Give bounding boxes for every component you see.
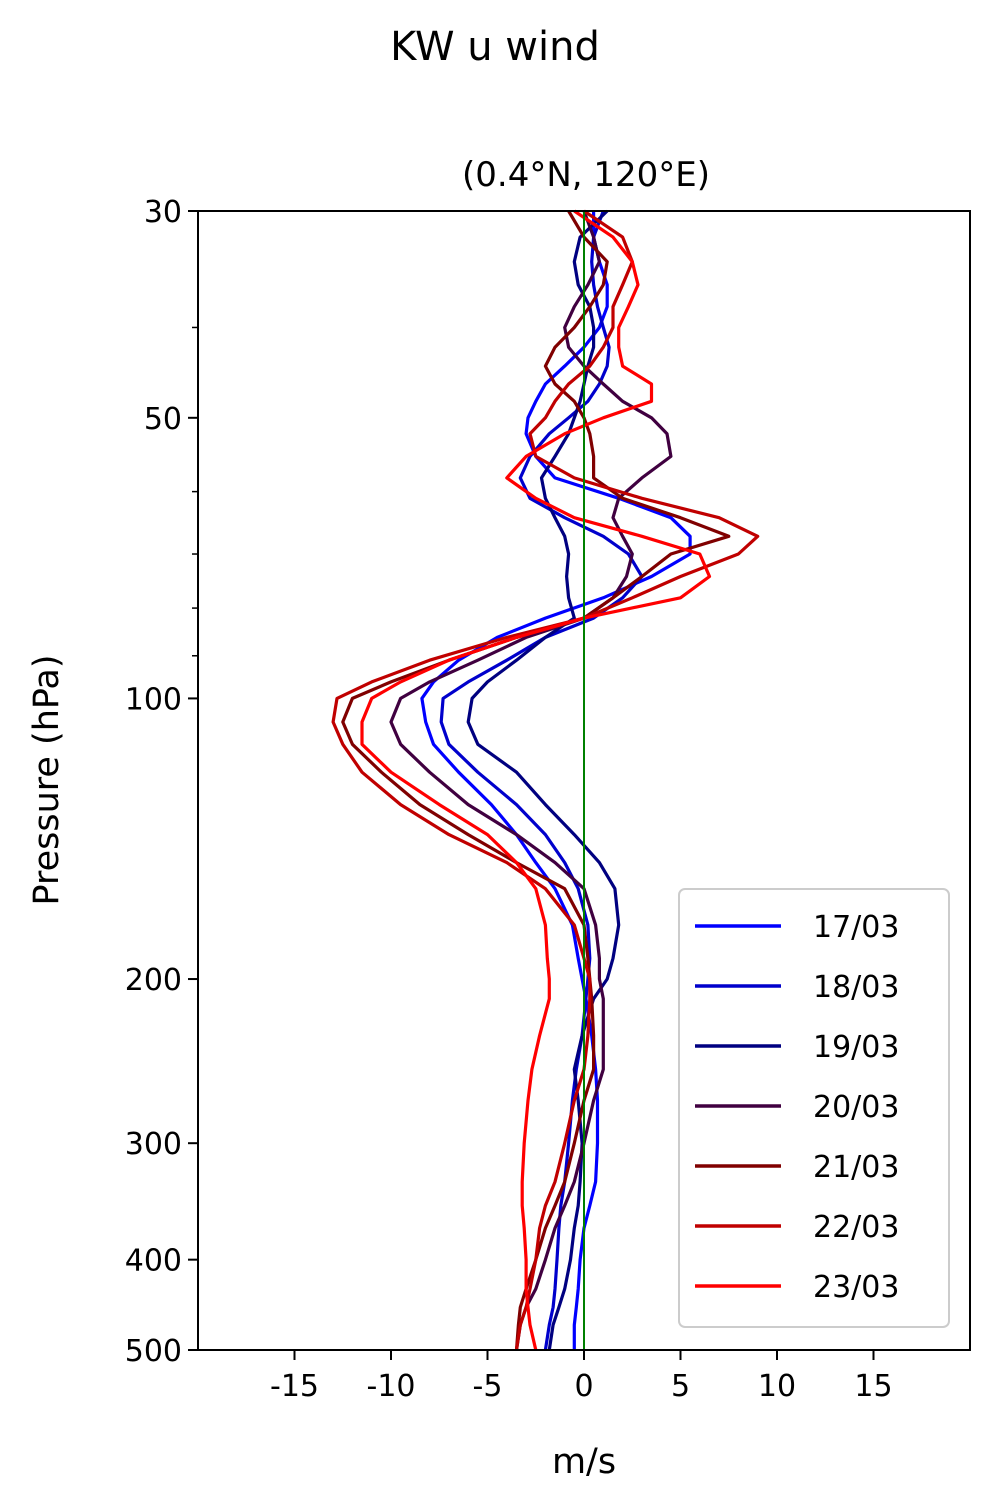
series-line-17-03: [420, 211, 692, 1350]
x-tick-label: -5: [473, 1369, 503, 1404]
y-tick-label: 500: [125, 1334, 182, 1369]
x-tick-label: -10: [367, 1369, 416, 1404]
legend-label: 21/03: [813, 1150, 899, 1185]
legend-label: 17/03: [813, 910, 899, 945]
legend-frame: [678, 888, 950, 1328]
legend-label: 18/03: [813, 970, 899, 1005]
y-tick-label: 30: [144, 195, 182, 230]
series-line-18-03: [439, 210, 644, 1351]
x-axis-ticks: -15 -10 -5 0 5 10 15: [270, 1350, 893, 1404]
legend-label: 22/03: [813, 1210, 899, 1245]
y-tick-label: 300: [125, 1127, 182, 1162]
series-line-20-03: [389, 210, 673, 1351]
y-tick-label: 400: [125, 1244, 182, 1279]
plot-title: (0.4°N, 120°E): [462, 155, 710, 195]
series-line-22-03: [331, 209, 760, 1351]
series-line-21-03: [341, 210, 731, 1351]
legend: 17/03 18/03 19/03 20/03 21/03 22/03 23/03: [678, 888, 950, 1328]
y-tick-label: 100: [125, 682, 182, 717]
legend-label: 20/03: [813, 1090, 899, 1125]
y-tick-label: 50: [144, 402, 182, 437]
y-axis-ticks: 30 50 100 200 300 400 500: [125, 195, 198, 1369]
x-tick-label: 10: [758, 1369, 796, 1404]
series-line-23-03: [360, 209, 712, 1351]
x-tick-label: 5: [671, 1369, 690, 1404]
series-layer: [331, 209, 760, 1351]
x-tick-label: -15: [270, 1369, 319, 1404]
y-axis-label: Pressure (hPa): [27, 654, 67, 905]
legend-label: 23/03: [813, 1270, 899, 1305]
y-tick-label: 200: [125, 963, 182, 998]
legend-label: 19/03: [813, 1030, 899, 1065]
x-tick-label: 15: [854, 1369, 892, 1404]
figure-title: KW u wind: [390, 24, 600, 70]
x-tick-label: 0: [574, 1369, 593, 1404]
x-axis-label: m/s: [552, 1442, 616, 1482]
